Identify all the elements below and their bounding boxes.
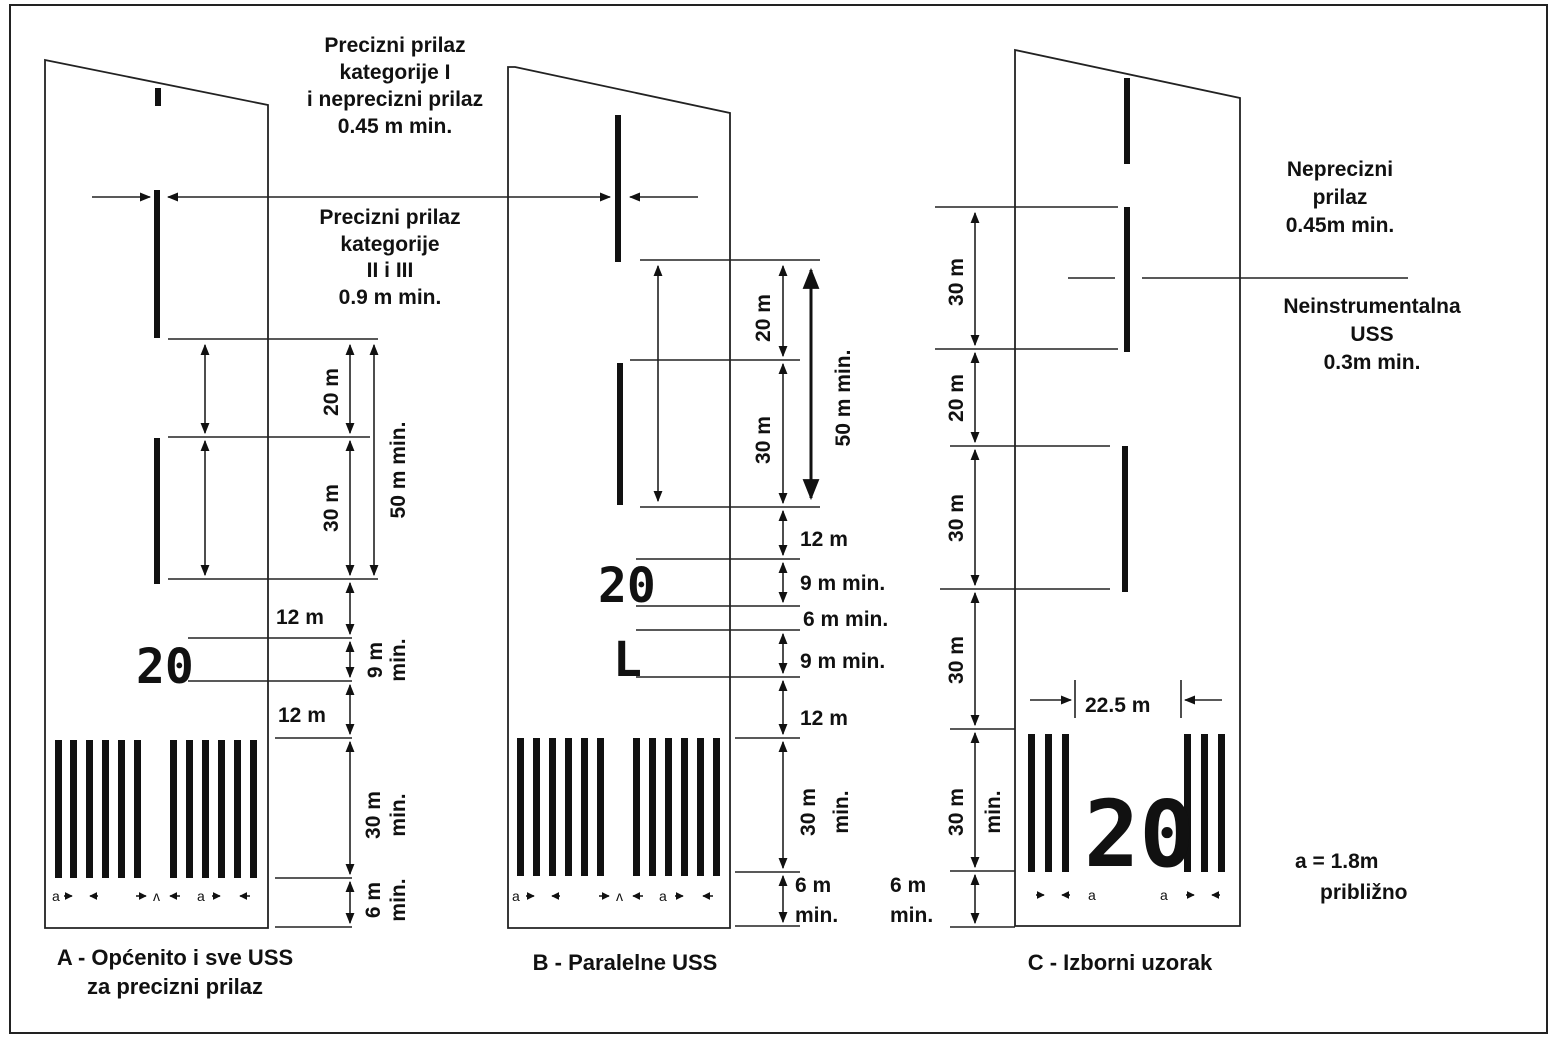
mid-note: 0.9 m min. <box>339 286 442 309</box>
panel-c: 22.5 m a a 20 30 m 20 m 30 m 30 m 30 m m… <box>890 48 1408 975</box>
panel-c-dim-30m-c: 30 m <box>945 636 968 684</box>
a-value-note: približno <box>1320 881 1408 904</box>
panel-a-dim-30m-b-min: min. <box>387 793 410 836</box>
panel-b: 20 L a ʌ a 20 m 30 m <box>507 66 888 975</box>
top-note: 0.45 m min. <box>338 115 452 138</box>
panel-a: a ʌ a 20 20 m 30 m 50 m min. 12 m 9 m mi… <box>44 58 612 999</box>
panel-a-caption: A - Općenito i sve USS <box>57 945 293 970</box>
panel-b-stripe-label: ʌ <box>616 888 623 904</box>
panel-b-centerline-mark <box>617 363 623 505</box>
panel-a-stripe-label: a <box>197 888 205 904</box>
panel-a-dim-12m-b: 12 m <box>278 704 326 727</box>
mid-note: kategorije <box>340 233 439 256</box>
panel-b-dim-9m-min: 9 m min. <box>800 572 885 595</box>
panel-b-centerline-mark <box>615 115 621 262</box>
panel-b-runway-outline <box>507 66 731 929</box>
panel-a-runway-outline <box>44 58 269 929</box>
panel-a-stripe-label: a <box>52 888 60 904</box>
panel-a-dim-20m: 20 m <box>320 368 343 416</box>
panel-c-dim-30m-d: 30 m <box>945 788 968 836</box>
right-note-nonprecision: prilaz <box>1313 186 1368 209</box>
panel-b-threshold-stripes <box>517 738 720 876</box>
panel-b-runway-letter: L <box>613 632 642 688</box>
panel-a-dim-9m: 9 m <box>364 642 387 678</box>
panel-c-dim-30m-d-min: min. <box>982 790 1005 833</box>
panel-a-runway-number: 20 <box>136 639 194 695</box>
panel-b-dim-6m-min: 6 m min. <box>803 608 888 631</box>
panel-a-stripe-label: ʌ <box>153 888 160 904</box>
panel-c-stripe-label: a <box>1088 887 1096 903</box>
top-note: kategorije I <box>340 61 451 84</box>
panel-c-runway-number: 20 <box>1084 781 1195 888</box>
right-note-noninstrument: Neinstrumentalna <box>1283 295 1461 318</box>
top-note: Precizni prilaz <box>324 34 465 57</box>
outer-frame <box>9 4 1548 1034</box>
panel-b-stripe-label: a <box>512 888 520 904</box>
width-notes: Precizni prilaz kategorije I i neprecizn… <box>307 34 483 309</box>
panel-c-centerline-mark <box>1122 446 1128 592</box>
panel-c-dim-6m: 6 m <box>890 874 926 897</box>
panel-a-dim-6m-min: min. <box>387 878 410 921</box>
panel-b-runway-number: 20 <box>598 558 656 614</box>
panel-c-dim-6m-min: min. <box>890 904 933 927</box>
right-notes: Neprecizni prilaz 0.45m min. Neinstrumen… <box>1283 158 1461 904</box>
panel-b-dim-30m-b-min: min. <box>830 790 853 833</box>
panel-c-centerline-mark <box>1124 207 1130 352</box>
panel-a-centerline-mark <box>154 190 160 338</box>
panel-c-runway-outline <box>1014 48 1241 927</box>
panel-b-dim-12m-b: 12 m <box>800 707 848 730</box>
panel-b-dim-50m: 50 m min. <box>832 350 855 447</box>
panel-c-dim-30m-b: 30 m <box>945 494 968 542</box>
panel-c-dim-20m: 20 m <box>945 374 968 422</box>
right-note-nonprecision: Neprecizni <box>1287 158 1393 181</box>
mid-note: Precizni prilaz <box>319 206 460 229</box>
panel-a-dim-30m-b: 30 m <box>362 791 385 839</box>
panel-c-dim-30m-a: 30 m <box>945 258 968 306</box>
panel-a-dim-6m: 6 m <box>362 882 385 918</box>
panel-a-dim-50m: 50 m min. <box>387 422 410 519</box>
panel-a-threshold-stripes <box>55 740 257 878</box>
panel-b-dim-6m: 6 m <box>795 874 831 897</box>
panel-a-centerline-mark <box>155 88 161 106</box>
panel-c-stripe-label: a <box>1160 887 1168 903</box>
panel-c-centerline-mark <box>1124 78 1130 164</box>
panel-b-dim-6m-min: min. <box>795 904 838 927</box>
panel-a-dim-12m: 12 m <box>276 606 324 629</box>
panel-a-caption: za precizni prilaz <box>87 974 263 999</box>
right-note-noninstrument: USS <box>1350 323 1393 346</box>
panel-b-stripe-label: a <box>659 888 667 904</box>
right-note-noninstrument: 0.3m min. <box>1324 351 1421 374</box>
panel-b-dim-9m-min-b: 9 m min. <box>800 650 885 673</box>
panel-b-caption: B - Paralelne USS <box>533 950 718 975</box>
mid-note: II i III <box>367 259 414 282</box>
panel-a-centerline-mark <box>154 438 160 584</box>
panel-b-dim-20m: 20 m <box>752 294 775 342</box>
panel-b-dim-30m: 30 m <box>752 416 775 464</box>
panel-a-dim-30m: 30 m <box>320 484 343 532</box>
panel-b-dim-30m-b: 30 m <box>797 788 820 836</box>
panel-c-caption: C - Izborni uzorak <box>1028 950 1213 975</box>
panel-c-dim-22-5m: 22.5 m <box>1085 694 1150 717</box>
top-note: i neprecizni prilaz <box>307 88 483 111</box>
a-value-note: a = 1.8m <box>1295 850 1378 873</box>
panel-b-dim-12m: 12 m <box>800 528 848 551</box>
right-note-nonprecision: 0.45m min. <box>1286 214 1395 237</box>
panel-c-threshold-stripes <box>1028 734 1225 872</box>
panel-a-dim-9m-min: min. <box>387 638 410 681</box>
